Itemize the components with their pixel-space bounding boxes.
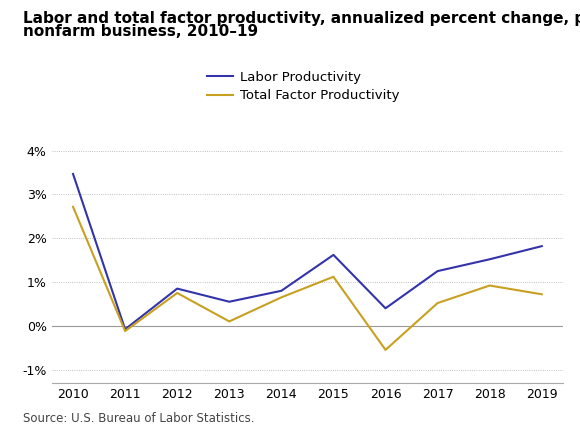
Legend: Labor Productivity, Total Factor Productivity: Labor Productivity, Total Factor Product… xyxy=(202,66,405,108)
Text: Labor and total factor productivity, annualized percent change, private: Labor and total factor productivity, ann… xyxy=(23,11,580,26)
Text: Source: U.S. Bureau of Labor Statistics.: Source: U.S. Bureau of Labor Statistics. xyxy=(23,412,255,425)
Text: nonfarm business, 2010–19: nonfarm business, 2010–19 xyxy=(23,24,258,39)
